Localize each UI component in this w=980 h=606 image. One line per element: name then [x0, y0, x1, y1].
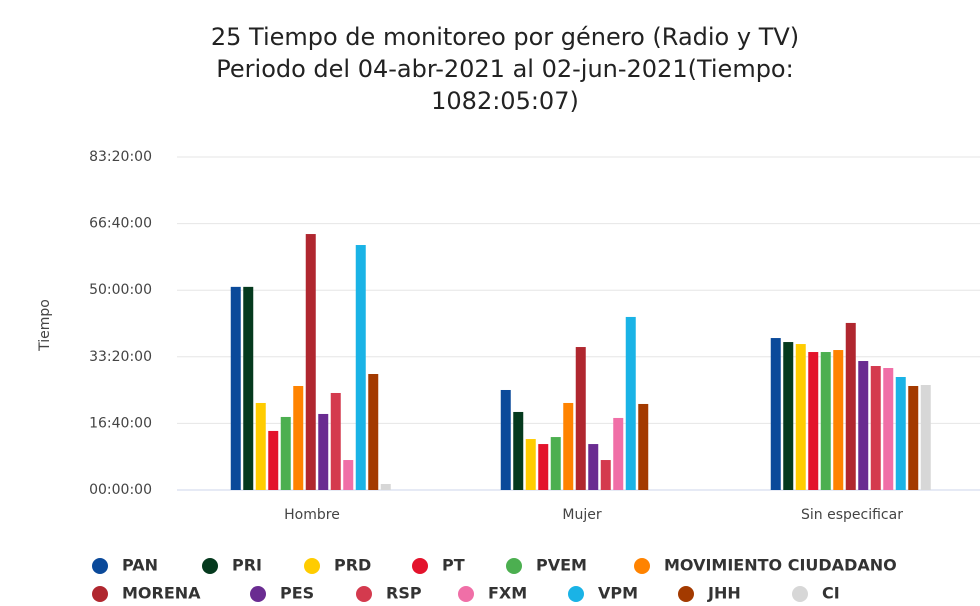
legend-label[interactable]: PVEM — [536, 556, 587, 575]
bar — [920, 384, 931, 490]
legend-label[interactable]: MOVIMIENTO CIUDADANO — [664, 556, 897, 575]
y-tick-label: 66:40:00 — [89, 216, 152, 232]
bar — [820, 352, 831, 490]
legend-marker — [202, 558, 218, 574]
y-tick-label: 50:00:00 — [89, 282, 152, 298]
legend-marker — [356, 586, 372, 602]
bar — [563, 402, 574, 490]
bar — [525, 439, 536, 490]
bar — [600, 460, 611, 490]
bar — [795, 344, 806, 490]
bar — [575, 347, 586, 490]
bar — [255, 402, 266, 490]
bar — [783, 342, 794, 490]
legend-label[interactable]: JHH — [707, 584, 741, 603]
bar — [625, 316, 636, 490]
bar — [355, 245, 366, 490]
legend-marker — [568, 586, 584, 602]
y-axis-label: Tiempo — [37, 299, 53, 352]
chart-title: 1082:05:07) — [431, 87, 579, 115]
legend-marker — [92, 558, 108, 574]
y-tick-label: 00:00:00 — [89, 482, 152, 498]
bar — [808, 352, 819, 490]
bar — [293, 385, 304, 490]
legend-marker — [250, 586, 266, 602]
legend-label[interactable]: MORENA — [122, 584, 201, 603]
bar — [895, 377, 906, 490]
bar — [550, 437, 561, 490]
y-tick-label: 16:40:00 — [89, 415, 152, 431]
legend-label[interactable]: PAN — [122, 556, 158, 575]
bar — [268, 430, 279, 490]
legend-label[interactable]: CI — [822, 584, 840, 603]
bar — [833, 350, 844, 490]
bar — [638, 403, 649, 490]
bar — [870, 366, 881, 490]
y-tick-label: 83:20:00 — [89, 149, 152, 165]
legend-marker — [506, 558, 522, 574]
legend-marker — [412, 558, 428, 574]
bar — [613, 417, 624, 490]
chart-title: Periodo del 04-abr-2021 al 02-jun-2021(T… — [216, 55, 793, 83]
legend-marker — [792, 586, 808, 602]
bar — [280, 416, 291, 490]
bar — [845, 322, 856, 490]
y-tick-label: 33:20:00 — [89, 349, 152, 365]
chart-title: 25 Tiempo de monitoreo por género (Radio… — [211, 23, 799, 51]
x-tick-label: Mujer — [562, 507, 601, 523]
bar — [538, 444, 549, 490]
bar — [343, 460, 354, 490]
bar — [883, 368, 894, 490]
legend-label[interactable]: PT — [442, 556, 465, 575]
bar — [908, 385, 919, 490]
x-tick-label: Sin especificar — [801, 507, 903, 523]
bar — [588, 444, 599, 490]
bar — [318, 413, 329, 490]
x-tick-label: Hombre — [284, 507, 340, 523]
legend-label[interactable]: RSP — [386, 584, 422, 603]
bar — [380, 484, 391, 490]
bar — [305, 234, 316, 490]
bar — [513, 411, 524, 490]
legend-marker — [634, 558, 650, 574]
bar — [770, 338, 781, 490]
bar — [330, 392, 341, 490]
legend-label[interactable]: PRI — [232, 556, 262, 575]
bar — [500, 389, 511, 490]
legend-label[interactable]: PRD — [334, 556, 371, 575]
legend-marker — [304, 558, 320, 574]
bar — [368, 374, 379, 490]
legend-marker — [458, 586, 474, 602]
legend-label[interactable]: VPM — [598, 584, 638, 603]
legend-label[interactable]: FXM — [488, 584, 527, 603]
bar — [858, 361, 869, 490]
legend-marker — [678, 586, 694, 602]
bar — [230, 286, 241, 490]
legend-label[interactable]: PES — [280, 584, 314, 603]
legend-marker — [92, 586, 108, 602]
bar — [243, 286, 254, 490]
